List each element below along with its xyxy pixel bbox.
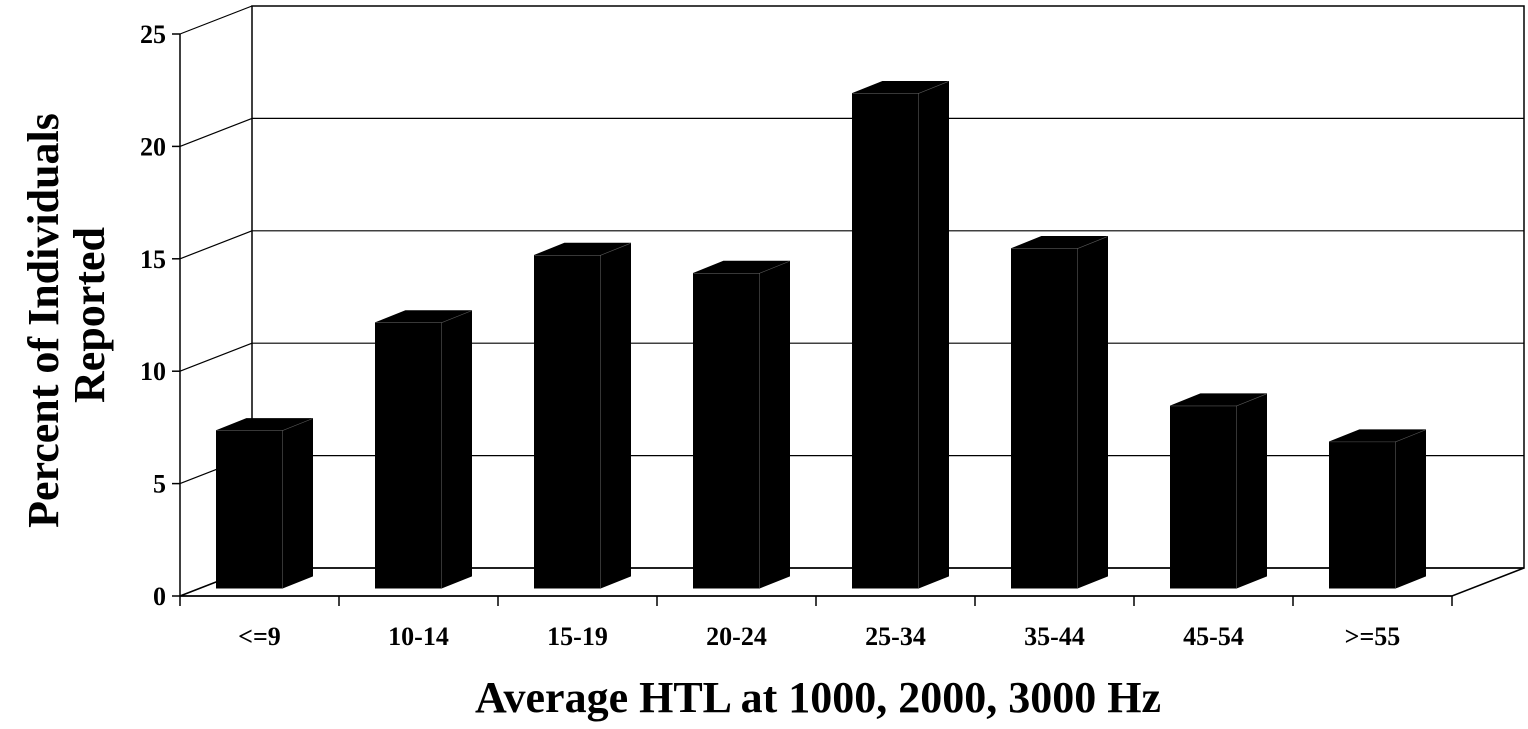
y-axis-title-line-2: Reported [65, 227, 114, 403]
bar-edge [282, 418, 313, 588]
y-tick-label: 5 [153, 470, 166, 499]
x-tick-label: 25-34 [865, 622, 926, 651]
y-tick-label: 0 [153, 582, 166, 611]
y-axis-title: Percent of Individuals Reported [19, 102, 114, 528]
y-tick-label: 20 [140, 132, 166, 161]
bar-3 [534, 242, 631, 589]
x-tick-label: 15-19 [547, 622, 608, 651]
side-gridline [179, 342, 253, 372]
x-tick-label: >=55 [1345, 622, 1401, 651]
bar-body [852, 80, 949, 589]
bar-5 [852, 80, 949, 589]
side-gridline [179, 230, 253, 260]
bar-body [216, 418, 313, 589]
bar-body [375, 310, 472, 589]
bar-body [1329, 429, 1426, 589]
bar-body [534, 242, 631, 589]
x-tick-labels: <=9 10-14 15-19 20-24 25-34 35-44 45-54 >=55 [238, 622, 1400, 651]
bar-8 [1329, 429, 1426, 589]
y-tick-labels: 0 5 10 15 20 25 [140, 20, 166, 611]
bar-body [1170, 393, 1267, 589]
bar-edge [600, 243, 631, 588]
bar-body [693, 260, 790, 589]
bar-edge [759, 261, 790, 588]
y-axis-title-line-1: Percent of Individuals [19, 113, 68, 528]
axes [172, 33, 1453, 606]
x-axis-title: Average HTL at 1000, 2000, 3000 Hz [475, 673, 1161, 722]
bar-6 [1011, 236, 1108, 589]
bars [216, 80, 1426, 589]
bar-edge [441, 310, 472, 588]
y-tick-label: 10 [140, 357, 166, 386]
bar-edge [1236, 393, 1267, 588]
bar-edge [1395, 429, 1426, 588]
x-tick-label: 10-14 [388, 622, 449, 651]
bar-7 [1170, 393, 1267, 589]
x-tick-label: 35-44 [1024, 622, 1085, 651]
bar-edge [1077, 236, 1108, 588]
side-gridline [179, 5, 253, 35]
bar-4 [693, 260, 790, 589]
bar-body [1011, 236, 1108, 589]
side-gridline [179, 117, 253, 147]
y-tick-label: 15 [140, 245, 166, 274]
x-tick-label: 45-54 [1183, 622, 1244, 651]
bar-edge [918, 81, 949, 588]
bar-1 [216, 418, 313, 589]
bar-2 [375, 310, 472, 589]
x-tick-label: 20-24 [706, 622, 767, 651]
x-tick-label: <=9 [238, 622, 281, 651]
y-tick-label: 25 [140, 20, 166, 49]
